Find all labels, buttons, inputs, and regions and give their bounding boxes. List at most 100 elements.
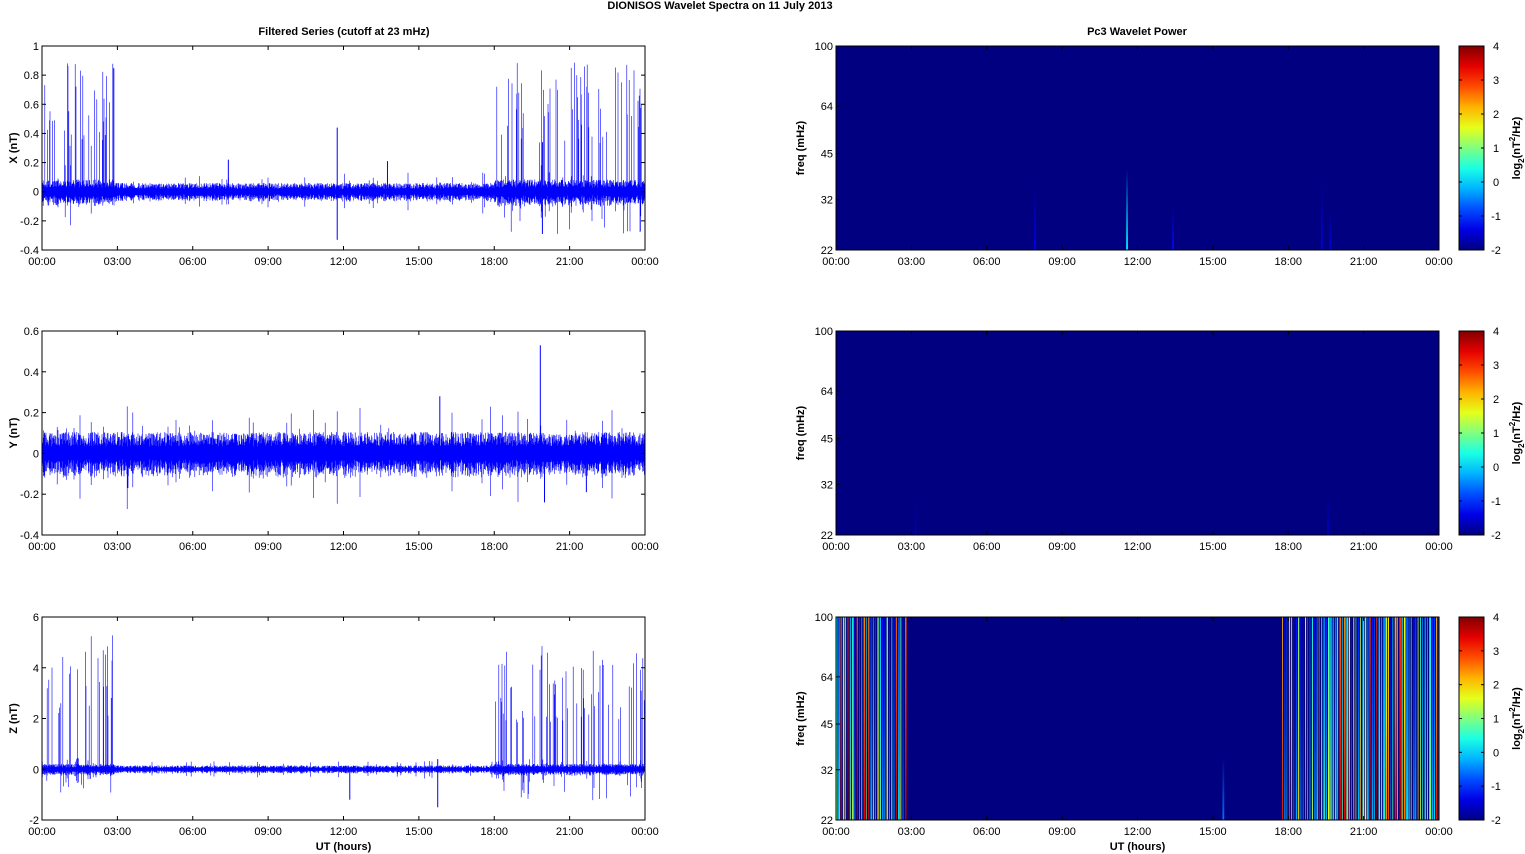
z-power-burst-stripe	[1323, 617, 1325, 820]
x-filtered-xtick-label: 00:00	[631, 256, 659, 268]
z-power-burst-stripe	[849, 617, 851, 820]
y-power-xtick-label: 12:00	[1124, 541, 1152, 553]
z-power-burst-stripe	[1394, 617, 1397, 820]
y-filtered-series-line	[42, 406, 645, 509]
x-filtered-series-line	[42, 62, 645, 234]
x-filtered-ytick-label: 1	[33, 41, 39, 53]
y-filtered-plot: -0.4 -0.2 0 0.2 0.4 0.6 00:00 03:00 06:00 09:00 12…	[8, 326, 659, 553]
x-filtered-ylabel: X (nT)	[8, 132, 20, 163]
z-power-burst-stripe	[1417, 617, 1419, 820]
z-power-burst-stripe	[1383, 617, 1385, 820]
z-filtered-xtick-label: 09:00	[254, 826, 282, 838]
y-filtered-xtick-label: 03:00	[104, 541, 132, 553]
z-power-burst-stripe	[1364, 617, 1367, 820]
z-power-burst-stripe	[879, 617, 881, 820]
z-power-xtick-label: 06:00	[973, 826, 1001, 838]
z-filtered-xtick-label: 06:00	[179, 826, 207, 838]
z-power-burst-stripe	[1282, 617, 1283, 820]
z-power-burst-stripe	[1337, 617, 1339, 820]
y-power-xtick-label: 15:00	[1199, 541, 1227, 553]
y-power-colorbar-tick-label: 3	[1493, 360, 1499, 372]
x-power-xtick-label: 00:00	[822, 256, 850, 268]
z-filtered-xlabel: UT (hours)	[316, 841, 372, 853]
z-power-burst-stripe	[1408, 617, 1410, 820]
z-power-burst-stripe	[1436, 617, 1438, 820]
z-power-burst-stripe	[865, 617, 867, 820]
y-power-colorbar-tick-label: 1	[1493, 428, 1499, 440]
y-power-colorbar-tick-label: 2	[1493, 394, 1499, 406]
y-power-colorbar-tick-label: 4	[1493, 326, 1499, 338]
z-power-burst-stripe	[893, 617, 895, 820]
y-power-ytick-label: 45	[821, 434, 833, 446]
y-filtered-ytick-label: 0.4	[24, 367, 39, 379]
z-power-burst-stripe	[1413, 617, 1415, 820]
z-power-burst-stripe	[1316, 617, 1318, 820]
y-power-colorbar-label-part: 2	[1517, 443, 1525, 448]
z-power-burst-stripe	[1348, 617, 1351, 820]
z-power-burst-stripe	[1422, 617, 1424, 820]
z-power-ytick-label: 22	[821, 815, 833, 827]
y-power-power-streak	[1327, 493, 1329, 535]
x-power-xtick-label: 00:00	[1425, 256, 1453, 268]
z-power-colorbar-label-part: /Hz)	[1511, 687, 1523, 708]
z-power-burst-stripe	[1424, 617, 1426, 820]
x-filtered-xtick-label: 09:00	[254, 256, 282, 268]
z-power-burst-stripe	[1374, 617, 1375, 820]
x-filtered-xtick-label: 15:00	[405, 256, 433, 268]
x-filtered-ytick-label: 0.4	[24, 128, 39, 140]
z-power-burst-stripe	[1321, 617, 1323, 820]
z-power-burst-stripe	[905, 617, 907, 820]
z-power-burst-stripe	[1344, 617, 1346, 820]
x-filtered-ytick-label: 0.8	[24, 70, 39, 82]
z-power-burst-stripe	[1376, 617, 1378, 820]
z-power-burst-stripe	[840, 617, 842, 820]
y-power-xtick-label: 18:00	[1274, 541, 1302, 553]
x-power-colorbar-label-part: log	[1511, 163, 1523, 180]
z-filtered-xtick-label: 12:00	[330, 826, 358, 838]
z-power-burst-stripe	[1429, 617, 1431, 820]
x-filtered-plot: -0.4 -0.2 0 0.2 0.4 0.6 0.8 1 00:00 03:00 06:00 09:…	[8, 41, 659, 268]
z-power-burst-stripe	[1332, 617, 1334, 820]
x-power-colorbar	[1458, 45, 1485, 251]
x-filtered-xtick-label: 03:00	[104, 256, 132, 268]
z-filtered-ytick-label: 4	[33, 663, 39, 675]
z-power-colorbar-label-part: log	[1511, 733, 1523, 750]
x-power-ylabel: freq (mHz)	[795, 120, 807, 175]
x-filtered-axes-background	[42, 46, 645, 250]
y-filtered-ytick-label: -0.4	[20, 530, 39, 542]
z-power-burst-stripe	[1334, 617, 1337, 820]
z-power-burst-stripe	[1415, 617, 1417, 820]
z-power-burst-stripe	[888, 617, 890, 820]
z-power-burst-stripe	[886, 617, 888, 820]
z-filtered-ytick-label: 0	[33, 764, 39, 776]
z-power-burst-stripe	[1399, 617, 1402, 820]
x-power-power-streak	[1320, 179, 1323, 250]
z-power-xtick-label: 03:00	[898, 826, 926, 838]
y-power-colorbar-tick-label: -1	[1491, 496, 1501, 508]
z-power-burst-stripe	[1353, 617, 1355, 820]
z-power-burst-stripe	[1295, 617, 1298, 820]
x-power-power-streak	[1329, 208, 1332, 250]
z-power-burst-stripe	[1360, 617, 1361, 820]
x-power-colorbar-label-part: (nT	[1511, 141, 1523, 158]
right-column-title: Pc3 Wavelet Power	[1087, 26, 1188, 38]
z-power-burst-stripe	[861, 617, 863, 820]
z-power-burst-stripe	[1302, 617, 1304, 820]
x-filtered-xtick-label: 12:00	[330, 256, 358, 268]
y-power-colorbar-tick-label: -2	[1491, 530, 1501, 542]
z-power-burst-stripe	[1288, 617, 1291, 820]
z-power-burst-stripe	[1367, 617, 1369, 820]
z-power-burst-stripe	[1300, 617, 1302, 820]
z-power-burst-stripe	[868, 617, 870, 820]
z-power-power-streak	[1222, 757, 1225, 820]
z-power-burst-stripe	[1307, 617, 1309, 820]
z-power-burst-stripe	[895, 617, 897, 820]
z-power-xtick-label: 15:00	[1199, 826, 1227, 838]
z-power-burst-stripe	[1403, 617, 1406, 820]
y-power-colorbar	[1458, 330, 1485, 536]
z-power-burst-stripe	[1314, 617, 1316, 820]
z-filtered-ylabel: Z (nT)	[8, 703, 20, 734]
y-filtered-xtick-label: 06:00	[179, 541, 207, 553]
y-power-xtick-label: 00:00	[822, 541, 850, 553]
